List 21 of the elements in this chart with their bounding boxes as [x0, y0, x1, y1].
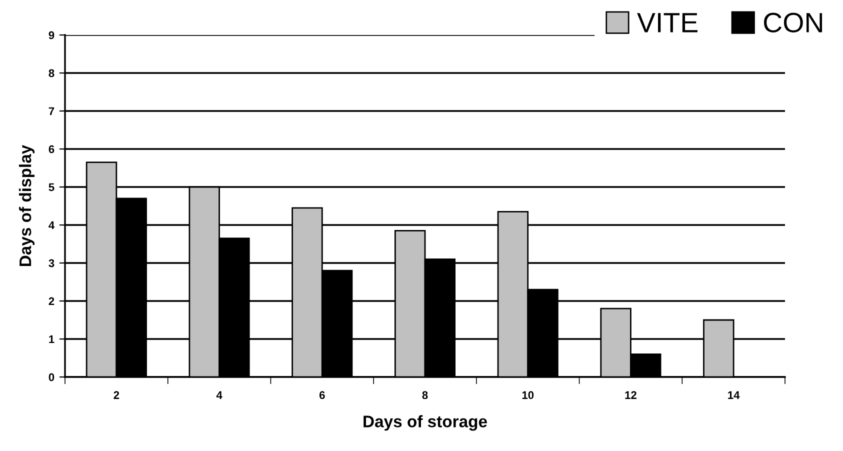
x-axis-title: Days of storage [364, 415, 487, 431]
x-tick-label: 12 [625, 391, 636, 399]
y-tick-label: 1 [49, 335, 54, 344]
x-tick-label: 4 [216, 391, 222, 399]
y-tick-label: 3 [48, 259, 54, 268]
y-tick-label: 5 [48, 183, 54, 192]
y-tick-label: 6 [48, 145, 54, 154]
legend-label: VITE [637, 13, 698, 32]
x-tick-label: 10 [522, 391, 534, 400]
y-tick-label: 2 [48, 297, 54, 306]
y-tick-label: 9 [48, 31, 54, 40]
y-tick-label: 8 [48, 69, 54, 78]
x-tick-label: 2 [114, 391, 120, 399]
y-tick-label: 0 [48, 373, 54, 382]
legend-label: CON [764, 12, 822, 32]
x-tick-label: 14 [728, 391, 740, 399]
y-axis-title: Days of display [18, 144, 35, 266]
x-tick-label: 6 [319, 391, 325, 400]
x-tick-label: 8 [422, 391, 428, 400]
y-tick-label: 4 [48, 221, 55, 230]
y-tick-label: 7 [48, 107, 54, 116]
